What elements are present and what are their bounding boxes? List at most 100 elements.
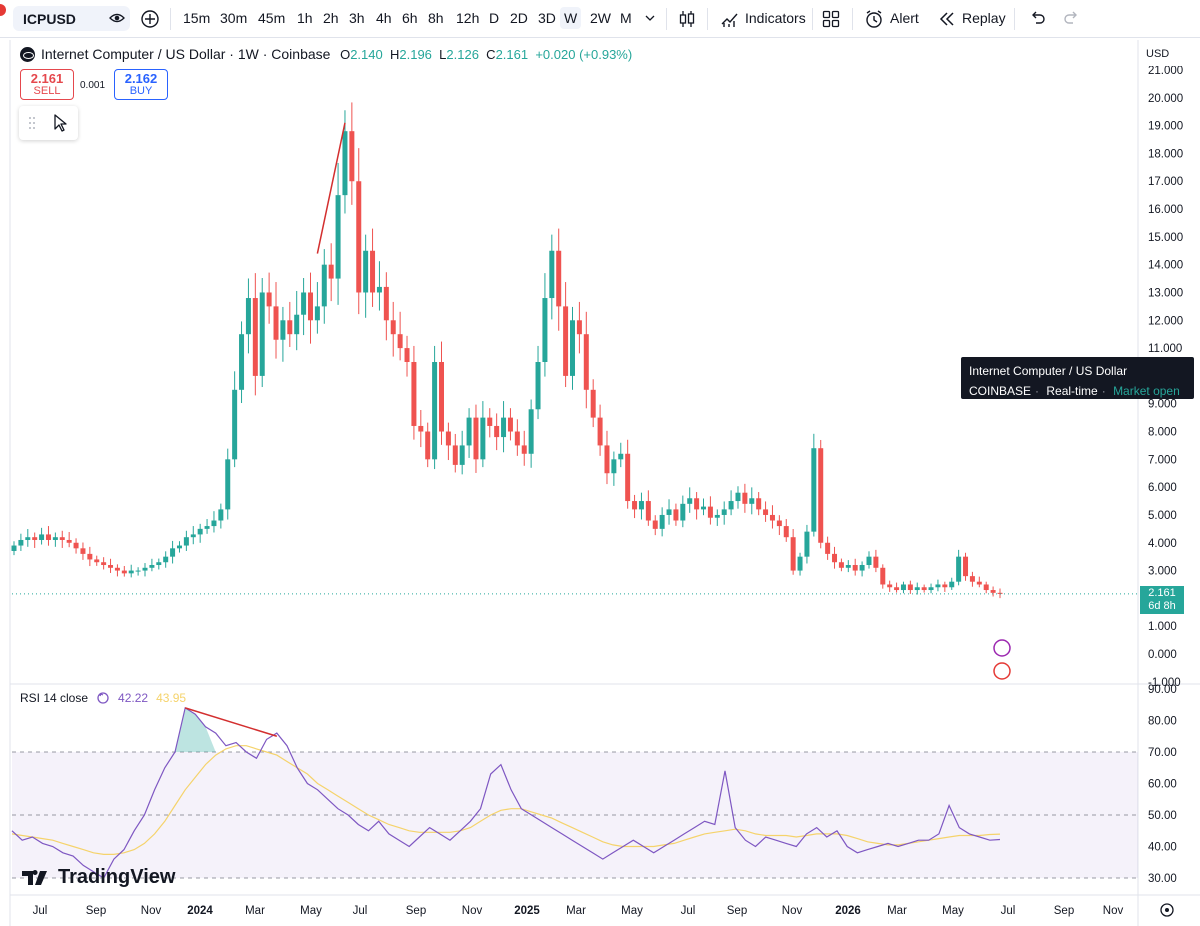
candle-body [521, 445, 527, 454]
candle-body [425, 431, 431, 460]
alert-clock-icon[interactable] [864, 9, 884, 29]
indicators-button[interactable]: Indicators [745, 10, 806, 26]
redo-icon[interactable] [1062, 9, 1082, 29]
interval-3d[interactable]: 3D [538, 10, 556, 26]
interval-2w[interactable]: 2W [590, 10, 611, 26]
replay-icon[interactable] [937, 9, 957, 29]
lightning-event-icon[interactable] [993, 639, 1011, 657]
candle-body [825, 542, 831, 554]
alert-button[interactable]: Alert [890, 10, 919, 26]
interval-d[interactable]: D [489, 10, 500, 26]
interval-m[interactable]: M [620, 10, 632, 26]
candle-body [101, 562, 107, 566]
interval-w[interactable]: W [560, 7, 582, 29]
rsi-ma-value: 43.95 [156, 691, 187, 705]
time-axis-label: Mar [245, 905, 265, 917]
currency-selector[interactable]: USD [1140, 44, 1184, 66]
candle-body [928, 587, 934, 591]
candle-body [156, 562, 162, 566]
interval-30m[interactable]: 30m [220, 10, 248, 26]
price-axis-label: 5.000 [1148, 510, 1177, 522]
candle-body [956, 556, 962, 582]
candle-body [625, 453, 631, 502]
candle-body [370, 250, 376, 293]
candle-body [80, 548, 86, 554]
interval-8h[interactable]: 8h [428, 10, 444, 26]
price-axis-label: 3.000 [1148, 566, 1177, 578]
candle-body [563, 306, 569, 376]
candle-body [494, 425, 500, 438]
replay-button[interactable]: Replay [962, 10, 1006, 26]
price-axis-label: 21.000 [1148, 65, 1183, 77]
time-axis-label: Mar [887, 905, 907, 917]
price-axis-label: 0.000 [1148, 649, 1177, 661]
candle-body [838, 562, 844, 568]
price-axis-label: 4.000 [1148, 538, 1177, 550]
price-axis-label: 12.000 [1148, 315, 1183, 327]
candle-body [721, 509, 727, 515]
sell-button[interactable]: 2.161 SELL [20, 69, 74, 100]
price-axis-label: 9.000 [1148, 399, 1177, 411]
drag-handle-icon[interactable] [29, 117, 35, 129]
cursor-arrow-icon[interactable] [54, 114, 67, 132]
time-axis-label: Jul [353, 905, 368, 917]
rsi-ma-line [11, 745, 1001, 856]
time-axis-label: Jul [1001, 905, 1016, 917]
candle-body [418, 425, 424, 432]
candle-body [742, 492, 748, 504]
interval-3h[interactable]: 3h [349, 10, 365, 26]
price-axis-label: 20.000 [1148, 93, 1183, 105]
toolbar-divider [707, 8, 708, 30]
us-flag-event-icon[interactable] [993, 662, 1011, 680]
symbol-watch-icon[interactable] [109, 10, 125, 26]
indicators-icon[interactable] [720, 9, 740, 29]
candle-body [707, 506, 713, 518]
candle-body [949, 581, 955, 588]
candle-body [259, 292, 265, 376]
candle-body [445, 431, 451, 446]
candle-body [749, 498, 755, 504]
interval-2h[interactable]: 2h [323, 10, 339, 26]
candle-body [321, 264, 327, 307]
candle-body [363, 250, 369, 293]
settings-gear-center [1165, 908, 1169, 912]
candle-body [245, 298, 251, 335]
interval-1h[interactable]: 1h [297, 10, 313, 26]
candle-body [94, 559, 100, 563]
layout-grid-icon[interactable] [821, 9, 841, 29]
toolbar-divider [170, 8, 171, 30]
interval-15m[interactable]: 15m [183, 10, 211, 26]
candle-body [480, 417, 486, 460]
toolbar-divider [666, 8, 667, 30]
interval-4h[interactable]: 4h [376, 10, 392, 26]
candle-style-icon[interactable] [677, 9, 697, 29]
chevron-down-icon[interactable] [644, 12, 656, 24]
candle-body [11, 545, 17, 551]
undo-icon[interactable] [1027, 9, 1047, 29]
interval-45m[interactable]: 45m [258, 10, 286, 26]
candle-body [328, 264, 334, 279]
candle-body [873, 556, 879, 568]
time-axis-label: 2024 [187, 905, 213, 917]
interval-12h[interactable]: 12h [456, 10, 480, 26]
ohlc-values: O2.140 H2.196 L2.126 C2.161 +0.020 (+0.9… [340, 46, 633, 62]
price-axis-label: 18.000 [1148, 148, 1183, 160]
candle-body [32, 537, 38, 540]
buy-button[interactable]: 2.162 BUY [114, 69, 168, 100]
drawing-tool-widget [19, 106, 78, 140]
candle-body [39, 534, 45, 540]
symbol-search[interactable]: ICPUSD [13, 6, 130, 31]
candle-body [52, 537, 58, 540]
rsi-sync-icon[interactable] [96, 691, 110, 705]
price-axis-label: 14.000 [1148, 260, 1183, 272]
compare-add-icon[interactable] [140, 9, 160, 29]
candle-body [473, 417, 479, 460]
toolbar-divider [1014, 8, 1015, 30]
interval-6h[interactable]: 6h [402, 10, 418, 26]
settings-gear-icon[interactable] [1160, 903, 1174, 917]
candle-body [556, 250, 562, 307]
interval-2d[interactable]: 2D [510, 10, 528, 26]
candle-body [866, 556, 872, 566]
candle-body [963, 556, 969, 577]
